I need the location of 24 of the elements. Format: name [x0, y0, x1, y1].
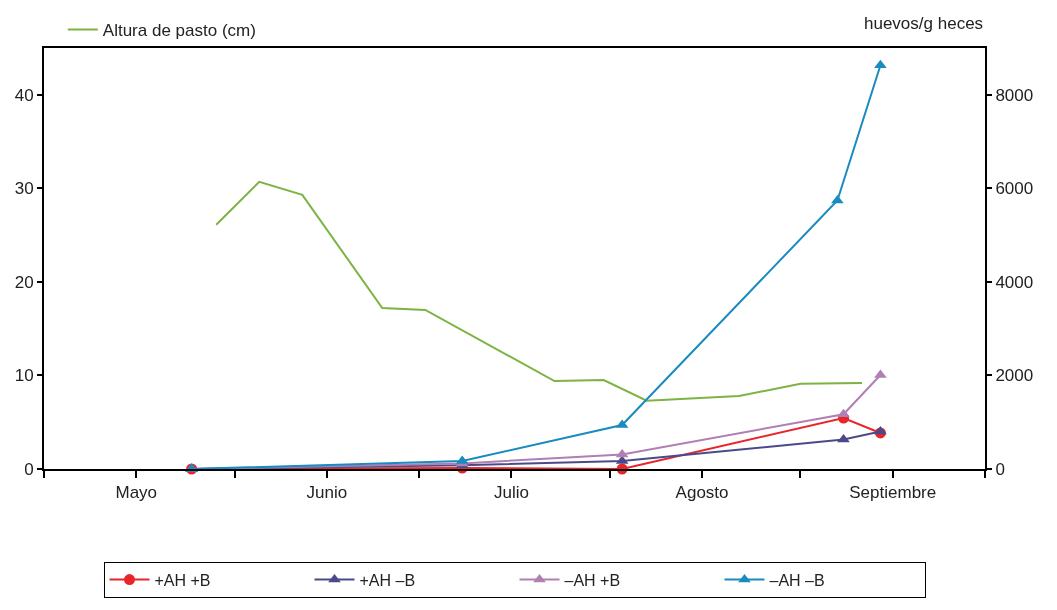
y-tick-label: 0 [24, 459, 34, 479]
y2-tick-label: 0 [995, 459, 1005, 479]
y-tick-label: 10 [14, 366, 34, 386]
x-tick-label: Agosto [675, 483, 729, 503]
x-tick-label: Septiembre [849, 483, 937, 503]
legend-label: Altura de pasto (cm) [102, 21, 256, 41]
y2-tick-label: 2000 [995, 366, 1034, 386]
x-tick-label: Mayo [115, 483, 158, 503]
y-tick-label: 40 [14, 85, 34, 105]
y2-tick-label: 4000 [995, 272, 1034, 292]
legend-label: –AH +B [564, 571, 621, 589]
legend-label: +AH +B [154, 571, 211, 589]
y-tick-label: 30 [14, 179, 34, 199]
x-tick-label: Julio [493, 483, 529, 503]
line-series [215, 180, 863, 402]
y2-tick-label: 6000 [995, 179, 1034, 199]
legend-label: +AH –B [359, 571, 416, 589]
y-tick-label: 20 [14, 272, 34, 292]
y2-tick-label: 8000 [995, 85, 1034, 105]
y2-axis-title: huevos/g heces [864, 14, 984, 33]
legend-label: –AH –B [769, 571, 825, 589]
x-tick-label: Junio [306, 483, 348, 503]
point [874, 59, 887, 69]
point [837, 408, 850, 418]
